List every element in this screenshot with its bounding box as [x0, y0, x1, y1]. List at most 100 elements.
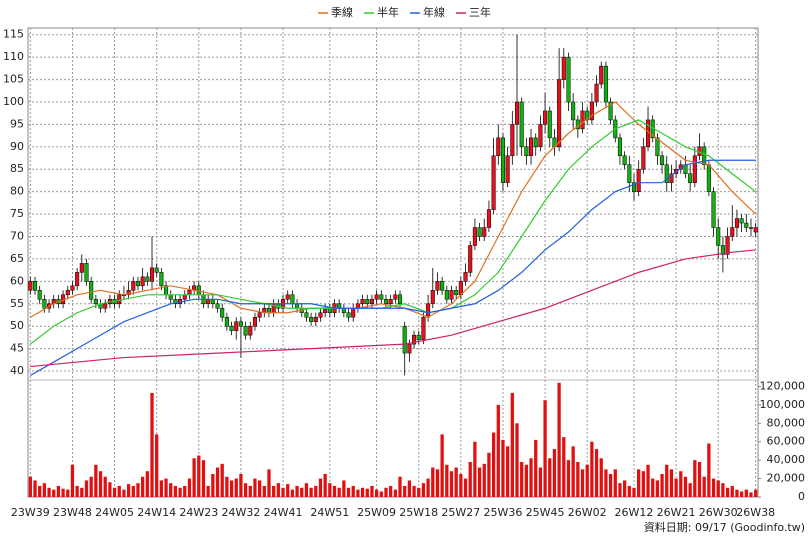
candle-body	[229, 325, 234, 331]
candle-body	[70, 285, 75, 291]
volume-bar	[632, 487, 636, 497]
volume-bar	[711, 478, 716, 497]
candle-body	[491, 155, 496, 210]
volume-bar	[33, 480, 37, 497]
volume-bar	[618, 483, 622, 497]
candle-body	[561, 56, 566, 80]
volume-bar	[426, 478, 430, 497]
x-tick-label: 25W27	[441, 506, 480, 519]
volume-bar	[150, 392, 154, 497]
volume-bar	[28, 476, 32, 497]
candle-body	[468, 245, 473, 273]
candle-body	[416, 334, 421, 340]
candle-body	[397, 294, 403, 305]
candle-body	[32, 281, 38, 291]
candle-body	[538, 124, 543, 148]
candle-body	[149, 267, 155, 282]
y2-tick-label: 60,000	[767, 435, 806, 448]
candle-body	[131, 281, 136, 291]
volume-bar	[379, 491, 383, 497]
candle-body	[734, 218, 739, 228]
volume-bar	[337, 487, 341, 497]
volume-bar	[744, 489, 748, 497]
candle-body	[510, 124, 515, 157]
volume-bar	[398, 476, 402, 497]
candle-body	[313, 316, 318, 322]
candle-body	[585, 110, 590, 121]
candle-body	[753, 227, 758, 233]
candle-body	[75, 272, 80, 287]
volume-bar	[234, 478, 238, 497]
candle-body	[210, 299, 215, 305]
candle-body	[589, 101, 594, 121]
volume-bar	[318, 478, 323, 497]
volume-bar	[164, 478, 168, 497]
volume-bar	[435, 469, 440, 497]
volume-bar	[80, 487, 84, 497]
candle-body	[135, 281, 140, 287]
candle-body	[660, 155, 665, 166]
candle-body	[617, 137, 622, 157]
candle-body	[664, 164, 669, 183]
y-tick-label: 80	[10, 185, 24, 198]
volume-bar	[557, 382, 561, 497]
candle-body	[341, 308, 346, 313]
candle-body	[234, 321, 239, 331]
volume-bar	[440, 434, 444, 497]
volume-bar	[211, 473, 215, 497]
candle-body	[641, 146, 646, 170]
volume-bar	[571, 446, 575, 497]
volume-bar	[622, 480, 627, 497]
candle-body	[631, 182, 637, 192]
candle-body	[655, 137, 660, 157]
volume-bar	[239, 473, 243, 497]
candle-body	[706, 164, 711, 192]
volume-bar	[262, 485, 266, 497]
volume-bar	[688, 483, 692, 497]
volume-bar	[585, 464, 589, 497]
candle-body	[594, 83, 599, 103]
candle-body	[454, 290, 459, 296]
candle-body	[295, 303, 300, 309]
volume-bar	[660, 473, 664, 497]
volume-bar	[721, 483, 725, 497]
volume-bar	[42, 483, 47, 497]
volume-bar	[651, 478, 655, 497]
candle-body	[145, 276, 150, 282]
candle-body	[37, 290, 42, 300]
y-tick-label: 60	[10, 274, 24, 287]
candle-body	[430, 290, 435, 305]
y-tick-label: 45	[10, 342, 24, 355]
volume-bar	[173, 485, 178, 497]
candle-body	[266, 308, 272, 313]
candle-body	[393, 294, 398, 300]
candle-body	[463, 272, 468, 282]
candle-body	[748, 227, 754, 229]
volume-bar	[529, 458, 533, 497]
y-tick-label: 65	[10, 252, 24, 265]
candle-body	[388, 299, 393, 305]
volume-bar	[613, 469, 617, 497]
candle-body	[187, 290, 192, 296]
volume-bar	[351, 485, 355, 497]
y2-tick-label: 0	[798, 490, 805, 503]
candle-body	[477, 227, 482, 237]
volume-bar	[304, 483, 309, 497]
candle-body	[79, 263, 84, 273]
volume-bar	[496, 404, 500, 497]
candle-body	[252, 316, 257, 327]
volume-bar	[524, 464, 529, 497]
volume-bar	[187, 478, 192, 497]
volume-bar	[562, 437, 566, 497]
volume-bar	[580, 469, 585, 497]
volume-bar	[253, 478, 257, 497]
candle-body	[323, 308, 328, 313]
volume-bar	[538, 467, 543, 497]
volume-bar	[323, 473, 327, 497]
volume-bar	[47, 487, 51, 497]
ma-line	[29, 119, 757, 345]
volume-bar	[459, 473, 463, 497]
x-tick-label: 26W12	[615, 506, 654, 519]
volume-bar	[552, 449, 557, 497]
legend-label: 三年	[469, 5, 491, 19]
